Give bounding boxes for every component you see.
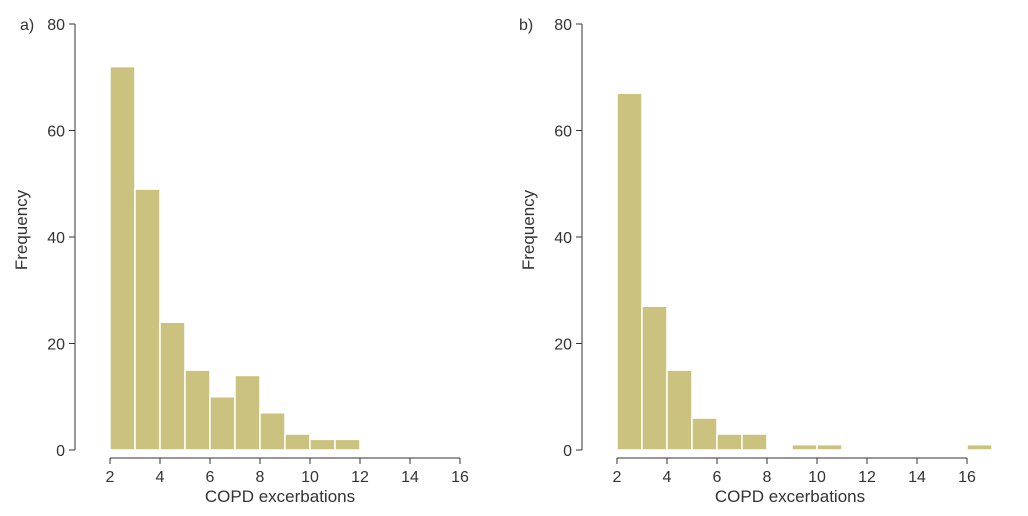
y-axis-title-a: Frequency	[12, 189, 31, 270]
x-tick-label-a-12: 12	[351, 469, 369, 486]
histogram-bar-a-2	[159, 321, 186, 451]
x-tick-label-a-16: 16	[451, 469, 469, 486]
x-axis-title-b: COPD excerbations	[715, 487, 865, 506]
panel-label-a: a)	[20, 17, 34, 34]
histogram-bar-a-3	[184, 369, 211, 451]
x-tick-label-a-6: 6	[206, 469, 215, 486]
x-tick-label-b-10: 10	[808, 469, 826, 486]
histogram-bar-b-2	[666, 369, 693, 451]
histogram-bar-b-5	[741, 433, 768, 451]
y-tick-label-b-80: 80	[554, 17, 572, 34]
x-tick-label-a-10: 10	[301, 469, 319, 486]
y-tick-label-a-0: 0	[56, 443, 65, 460]
x-tick-label-b-12: 12	[858, 469, 876, 486]
x-tick-label-b-14: 14	[908, 469, 926, 486]
x-tick-label-b-2: 2	[613, 469, 622, 486]
histogram-bar-a-5	[234, 374, 261, 451]
histogram-bar-b-4	[716, 433, 743, 451]
histogram-bar-b-3	[691, 417, 718, 451]
histogram-bar-a-6	[259, 411, 286, 451]
histogram-bar-b-0	[616, 92, 643, 451]
histogram-bar-a-7	[284, 433, 311, 451]
x-tick-label-a-14: 14	[401, 469, 419, 486]
panel-b: b) Frequency COPD excerbations 0 20 40 60 80…	[519, 17, 993, 506]
panel-a: a) Frequency COPD excerbations 0 20 40 60 80…	[12, 17, 469, 506]
histogram-bar-a-8	[309, 438, 336, 451]
y-tick-label-b-60: 60	[554, 124, 572, 141]
x-tick-label-a-2: 2	[106, 469, 115, 486]
x-axis-title-a: COPD excerbations	[205, 487, 355, 506]
histogram-bar-b-6	[791, 443, 818, 451]
histogram-bar-b-1	[641, 305, 668, 451]
histogram-bar-a-9	[334, 438, 361, 451]
y-axis-title-b: Frequency	[519, 189, 538, 270]
x-tick-label-a-4: 4	[156, 469, 165, 486]
x-tick-label-b-6: 6	[713, 469, 722, 486]
histogram-bar-a-1	[134, 188, 161, 451]
x-tick-label-b-4: 4	[663, 469, 672, 486]
x-tick-label-b-8: 8	[763, 469, 772, 486]
histogram-bar-b-8	[966, 443, 993, 451]
histogram-bar-a-0	[109, 65, 136, 451]
y-tick-label-b-40: 40	[554, 230, 572, 247]
x-tick-label-b-16: 16	[958, 469, 976, 486]
panel-label-b: b)	[519, 17, 533, 34]
y-tick-label-a-80: 80	[47, 17, 65, 34]
histogram-bar-b-7	[816, 443, 843, 451]
y-tick-label-a-60: 60	[47, 124, 65, 141]
y-tick-label-b-20: 20	[554, 337, 572, 354]
y-tick-label-b-0: 0	[563, 443, 572, 460]
y-tick-label-a-20: 20	[47, 337, 65, 354]
histogram-bar-a-4	[209, 396, 236, 451]
x-tick-label-a-8: 8	[256, 469, 265, 486]
y-tick-label-a-40: 40	[47, 230, 65, 247]
